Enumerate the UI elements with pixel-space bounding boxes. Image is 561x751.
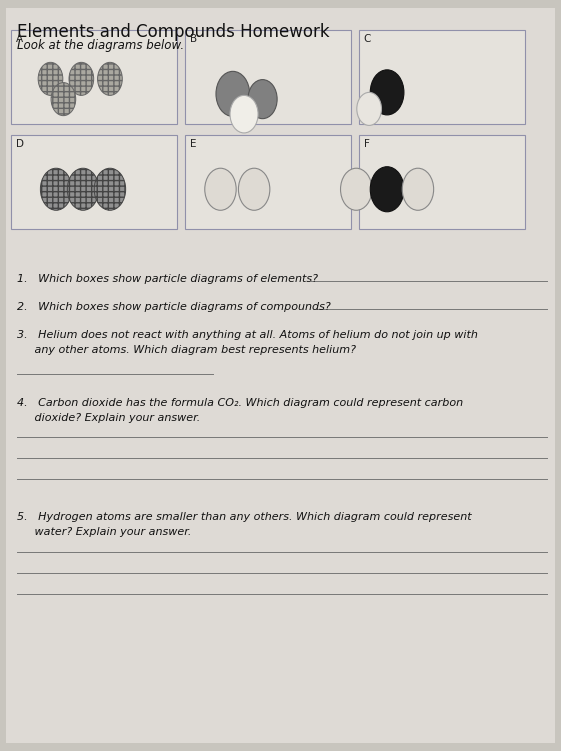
Circle shape: [248, 80, 277, 119]
Text: E: E: [190, 139, 196, 149]
Text: 1.   Which boxes show particle diagrams of elements?: 1. Which boxes show particle diagrams of…: [17, 274, 318, 284]
Circle shape: [238, 168, 270, 210]
Text: D: D: [16, 139, 24, 149]
Text: dioxide? Explain your answer.: dioxide? Explain your answer.: [17, 413, 200, 423]
Circle shape: [51, 83, 76, 116]
Text: water? Explain your answer.: water? Explain your answer.: [17, 527, 191, 537]
FancyBboxPatch shape: [359, 30, 525, 124]
Circle shape: [216, 71, 250, 116]
Circle shape: [370, 70, 404, 115]
Circle shape: [205, 168, 236, 210]
Circle shape: [370, 167, 404, 212]
Text: B: B: [190, 34, 197, 44]
Text: 4.   Carbon dioxide has the formula CO₂. Which diagram could represent carbon: 4. Carbon dioxide has the formula CO₂. W…: [17, 398, 463, 408]
Text: Elements and Compounds Homework: Elements and Compounds Homework: [17, 23, 329, 41]
Text: any other atoms. Which diagram best represents helium?: any other atoms. Which diagram best repr…: [17, 345, 356, 355]
FancyBboxPatch shape: [11, 135, 177, 229]
Circle shape: [40, 168, 72, 210]
Circle shape: [402, 168, 434, 210]
Text: F: F: [364, 139, 369, 149]
Circle shape: [98, 62, 122, 95]
Text: 2.   Which boxes show particle diagrams of compounds?: 2. Which boxes show particle diagrams of…: [17, 302, 330, 312]
FancyBboxPatch shape: [359, 135, 525, 229]
FancyBboxPatch shape: [11, 30, 177, 124]
Circle shape: [341, 168, 372, 210]
Circle shape: [357, 92, 381, 125]
FancyBboxPatch shape: [185, 135, 351, 229]
Text: 5.   Hydrogen atoms are smaller than any others. Which diagram could represent: 5. Hydrogen atoms are smaller than any o…: [17, 512, 471, 522]
Circle shape: [38, 62, 63, 95]
Circle shape: [94, 168, 126, 210]
Text: 3.   Helium does not react with anything at all. Atoms of helium do not join up : 3. Helium does not react with anything a…: [17, 330, 478, 340]
Text: C: C: [364, 34, 371, 44]
FancyBboxPatch shape: [185, 30, 351, 124]
Circle shape: [67, 168, 99, 210]
Circle shape: [230, 95, 258, 133]
FancyBboxPatch shape: [6, 8, 555, 743]
Text: A: A: [16, 34, 23, 44]
Text: Look at the diagrams below.: Look at the diagrams below.: [17, 39, 184, 52]
Circle shape: [69, 62, 94, 95]
